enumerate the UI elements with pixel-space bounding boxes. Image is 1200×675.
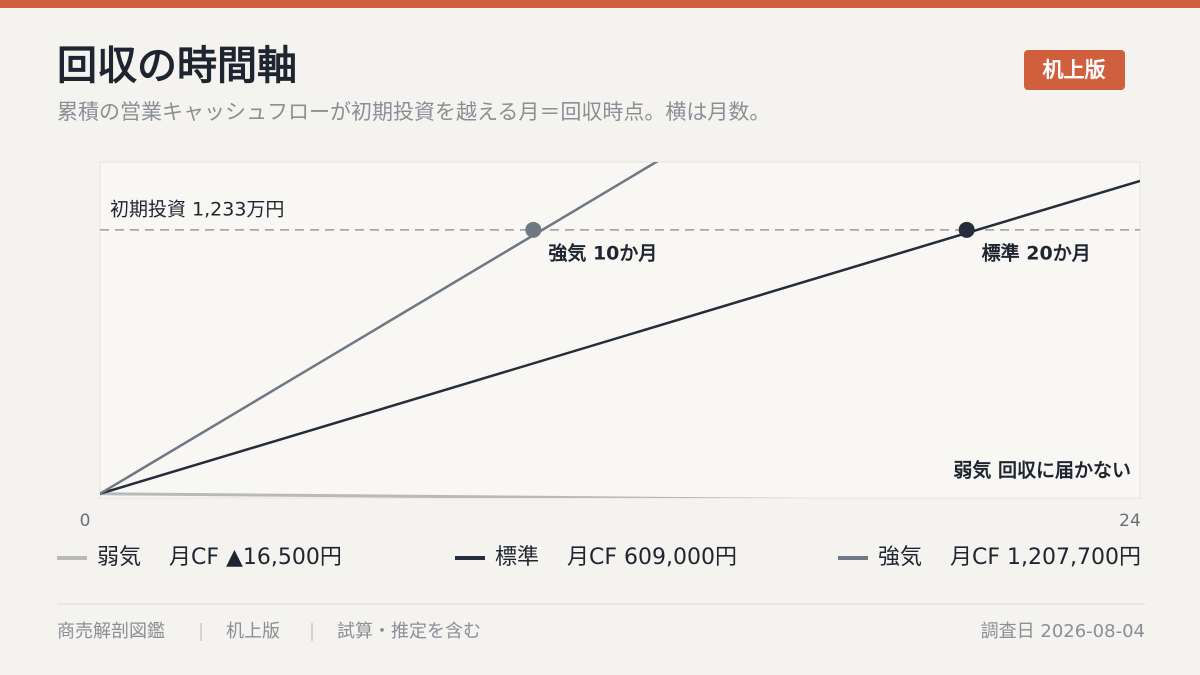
x-tick-label: 24: [1119, 511, 1141, 531]
badge-text: 机上版: [1043, 58, 1106, 82]
payback-point: [525, 221, 542, 238]
x-tick-label: 0: [80, 511, 91, 531]
legend-name: 弱気: [97, 545, 141, 570]
legend-detail: 月CF ▲16,500円: [169, 545, 342, 570]
title: 回収の時間軸: [57, 43, 297, 89]
note: 弱気 回収に届かない: [953, 459, 1131, 482]
legend-detail: 月CF 609,000円: [567, 545, 737, 570]
top-bar: [0, 0, 1200, 8]
footer-item: 試算・推定を含む: [337, 621, 481, 642]
legend-detail: 月CF 1,207,700円: [950, 545, 1141, 570]
subtitle: 累積の営業キャッシュフローが初期投資を越える月＝回収時点。横は月数。: [57, 100, 770, 124]
badge: [1024, 50, 1125, 90]
payback-point: [958, 221, 975, 238]
footer-item: 机上版: [226, 621, 280, 642]
payback-label: 強気 10か月: [548, 242, 657, 265]
series-line: [100, 162, 659, 495]
series-line: [100, 492, 810, 498]
threshold-label: 初期投資 1,233万円: [110, 199, 284, 221]
payback-label: 標準 20か月: [982, 242, 1091, 265]
legend-name: 標準: [495, 545, 539, 570]
legend-name: 強気: [878, 545, 922, 570]
footer-item: 商売解剖図鑑: [57, 621, 165, 642]
footer-date: 調査日 2026-08-04: [981, 621, 1145, 642]
